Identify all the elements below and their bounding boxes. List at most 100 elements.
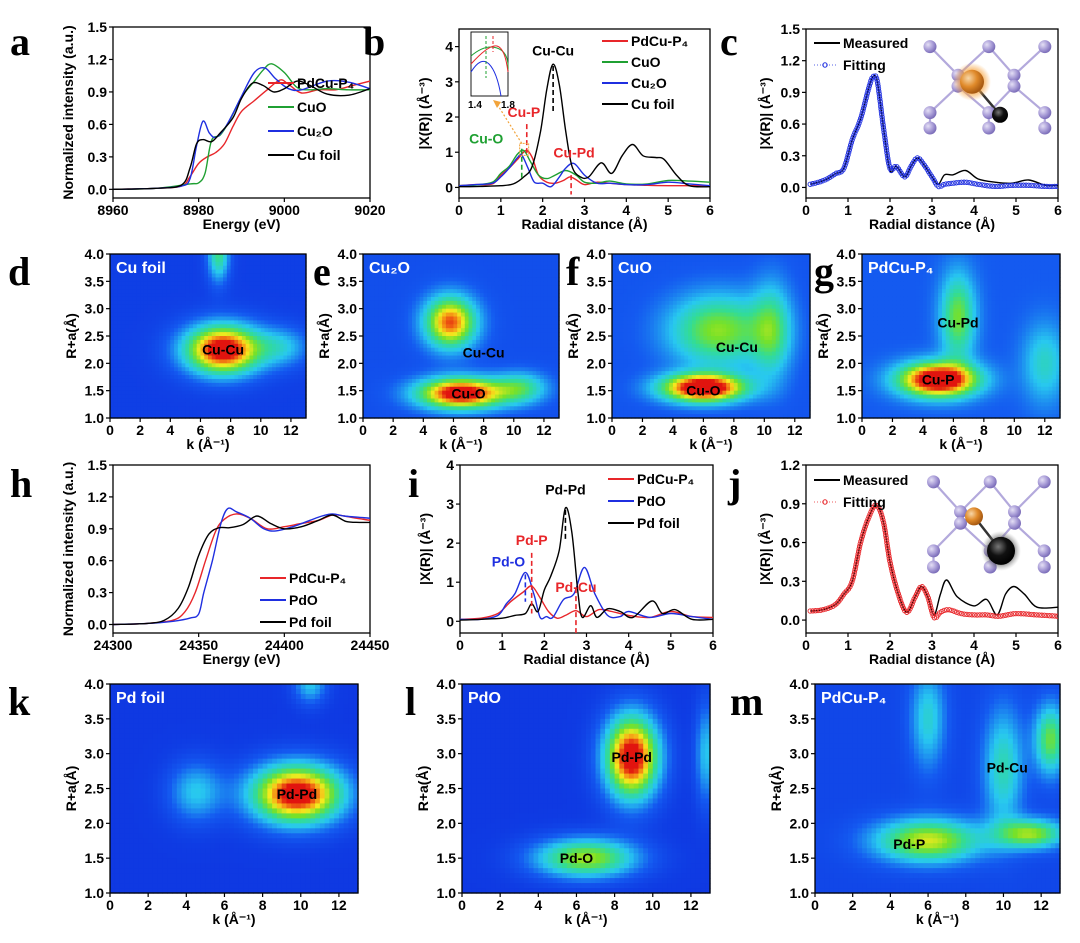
heatmap-cell [298, 328, 303, 333]
heatmap-cell [204, 371, 209, 376]
heatmap-cell [389, 316, 394, 321]
heatmap-cell [211, 324, 217, 329]
heatmap-cell [528, 375, 534, 380]
heatmap-cell [132, 394, 137, 400]
heatmap-cell [234, 332, 239, 337]
heatmap-cell [374, 293, 379, 298]
heatmap-cell [510, 289, 515, 294]
heatmap-cell [385, 351, 390, 357]
heatmap-cell [536, 257, 541, 263]
heatmap-cell [491, 336, 496, 341]
heatmap-cell [408, 339, 413, 345]
heatmap-cell [177, 378, 183, 384]
heatmap-cell [249, 281, 254, 286]
heatmap-cell [264, 363, 269, 368]
heatmap-cell [366, 402, 372, 407]
heatmap-cell [181, 269, 186, 275]
atom-purple [1038, 106, 1052, 120]
heatmap-cell [506, 281, 511, 286]
heatmap-cell [442, 285, 447, 290]
heatmap-cell [483, 257, 488, 263]
heatmap-cell [498, 382, 504, 388]
heatmap-cell [117, 394, 122, 400]
heatmap-cell [170, 336, 175, 341]
heatmap-cell [543, 394, 549, 400]
heatmap-cell [427, 265, 432, 271]
heatmap-cell [374, 285, 379, 290]
legend-label: Cu₂O [297, 123, 333, 139]
heatmap-cell [464, 261, 470, 267]
heatmap-cell [434, 410, 439, 415]
heatmap-cell [264, 390, 269, 396]
heatmap-cell [430, 296, 436, 302]
heatmap-cell [241, 359, 247, 364]
heatmap-cell [415, 390, 421, 396]
heatmap-cell [128, 347, 134, 353]
heatmap-cell [268, 367, 273, 372]
heatmap-cell [479, 363, 485, 368]
heatmap-cell [412, 394, 417, 400]
heatmap-cell [525, 363, 530, 368]
heatmap-cell [374, 281, 379, 286]
y-tick-label: 1.2 [781, 53, 801, 69]
heatmap-cell [279, 410, 284, 415]
heatmap-cell [381, 386, 387, 392]
heatmap-cell [517, 406, 522, 411]
heatmap-cell [196, 261, 202, 267]
heatmap-cell [230, 312, 235, 318]
heatmap-cell [230, 410, 235, 415]
heatmap-cell [404, 406, 409, 411]
heatmap-cell [408, 363, 413, 368]
y-axis-label: |X(R)| (Å⁻³) [417, 513, 433, 585]
heatmap-cell [287, 265, 292, 271]
heatmap-cell [427, 410, 432, 415]
heatmap-cell [494, 281, 500, 286]
heatmap-cell [381, 371, 387, 376]
heatmap-cell [412, 398, 417, 403]
fit-marker [857, 118, 863, 124]
heatmap-cell [513, 406, 519, 411]
heatmap-cell [434, 304, 439, 310]
heatmap-cell [211, 320, 217, 325]
heatmap-cell [117, 308, 122, 314]
heatmap-cell [423, 254, 428, 259]
heatmap-cell [113, 367, 119, 372]
fit-marker [866, 85, 872, 91]
heatmap-cell [423, 277, 428, 282]
heatmap-cell [185, 273, 190, 279]
heatmap-cell [170, 328, 175, 333]
heatmap-cell [294, 257, 300, 263]
heatmap-cell [430, 269, 436, 275]
heatmap-cell [245, 343, 251, 349]
heatmap-cell [438, 316, 443, 321]
heatmap-cell [162, 300, 168, 306]
y-tick-label: 2.5 [85, 328, 105, 344]
heatmap-cell [121, 402, 126, 407]
heatmap-cell [204, 277, 209, 282]
heatmap-cell [185, 265, 190, 271]
heatmap-cell [543, 363, 549, 368]
fit-marker [971, 180, 978, 187]
heatmap-cell [132, 351, 137, 357]
heatmap-cell [442, 300, 447, 306]
heatmap-cell [366, 339, 372, 345]
fit-marker [853, 561, 859, 567]
heatmap-cell [128, 308, 134, 314]
heatmap-cell [181, 410, 186, 415]
heatmap-cell [185, 343, 190, 349]
heatmap-cell [525, 394, 530, 400]
heatmap-cell [257, 371, 262, 376]
heatmap-cell [294, 285, 300, 290]
heatmap-cell [125, 351, 130, 357]
heatmap-cell [155, 277, 160, 282]
heatmap-cell [468, 308, 473, 314]
heatmap-cell [423, 371, 428, 376]
x-tick-label: 9020 [354, 202, 385, 218]
fit-marker [892, 164, 898, 170]
heatmap-cell [389, 339, 394, 345]
heatmap-cell [427, 328, 432, 333]
heatmap-cell [513, 336, 519, 341]
heatmap-cell [461, 316, 466, 321]
heatmap-cell [234, 324, 239, 329]
heatmap-cell [510, 402, 515, 407]
